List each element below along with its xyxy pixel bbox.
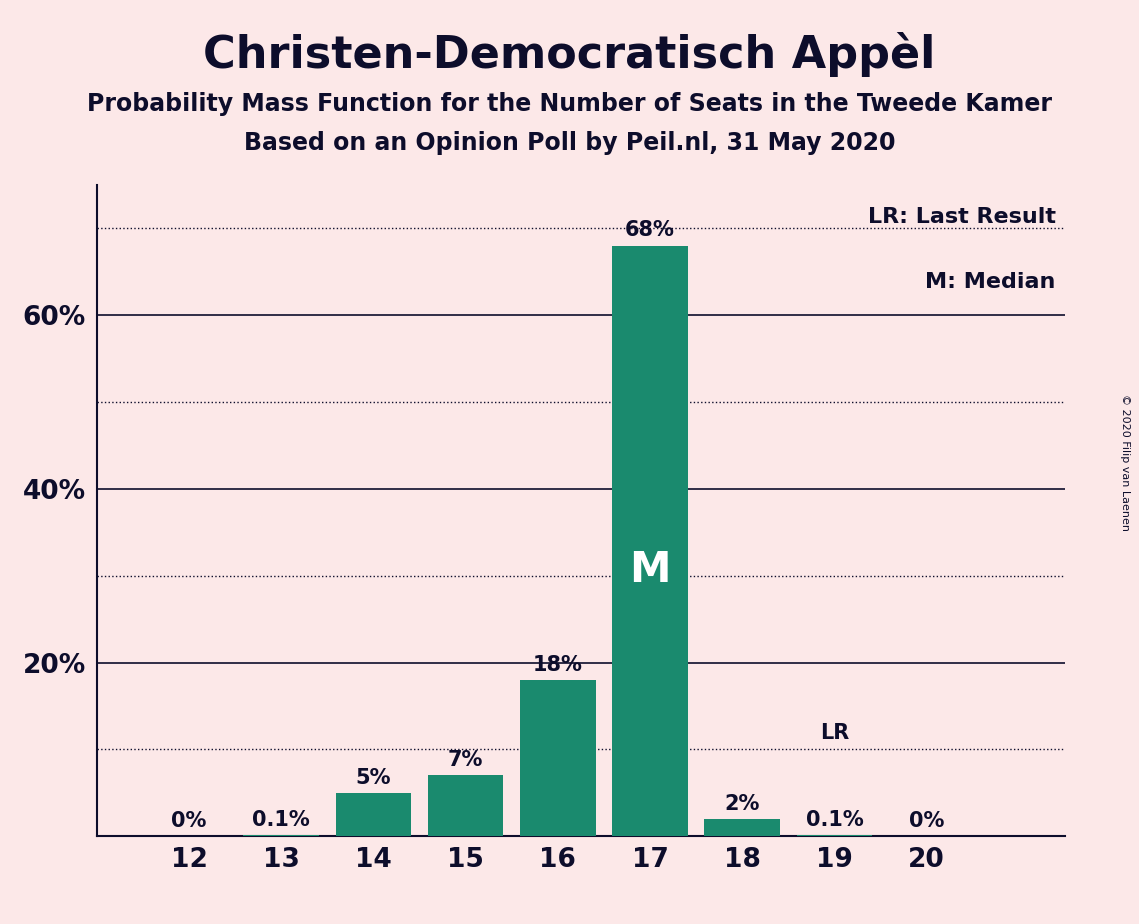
Text: 0%: 0% xyxy=(171,811,206,831)
Bar xyxy=(613,246,688,836)
Bar xyxy=(336,793,411,836)
Text: M: Median: M: Median xyxy=(925,272,1056,292)
Text: Based on an Opinion Poll by Peil.nl, 31 May 2020: Based on an Opinion Poll by Peil.nl, 31 … xyxy=(244,131,895,155)
Bar xyxy=(428,775,503,836)
Text: 68%: 68% xyxy=(625,221,675,240)
Text: 2%: 2% xyxy=(724,794,760,814)
Bar xyxy=(704,819,780,836)
Text: 5%: 5% xyxy=(355,768,391,787)
Text: Probability Mass Function for the Number of Seats in the Tweede Kamer: Probability Mass Function for the Number… xyxy=(87,92,1052,116)
Text: 0.1%: 0.1% xyxy=(805,810,863,830)
Text: Christen-Democratisch Appèl: Christen-Democratisch Appèl xyxy=(204,32,935,78)
Text: 0.1%: 0.1% xyxy=(253,810,310,830)
Bar xyxy=(521,680,596,836)
Text: M: M xyxy=(629,550,671,591)
Text: 18%: 18% xyxy=(533,655,583,675)
Text: 7%: 7% xyxy=(448,750,483,771)
Text: 0%: 0% xyxy=(909,811,944,831)
Text: © 2020 Filip van Laenen: © 2020 Filip van Laenen xyxy=(1121,394,1130,530)
Text: LR: Last Result: LR: Last Result xyxy=(868,207,1056,226)
Text: LR: LR xyxy=(820,723,849,743)
